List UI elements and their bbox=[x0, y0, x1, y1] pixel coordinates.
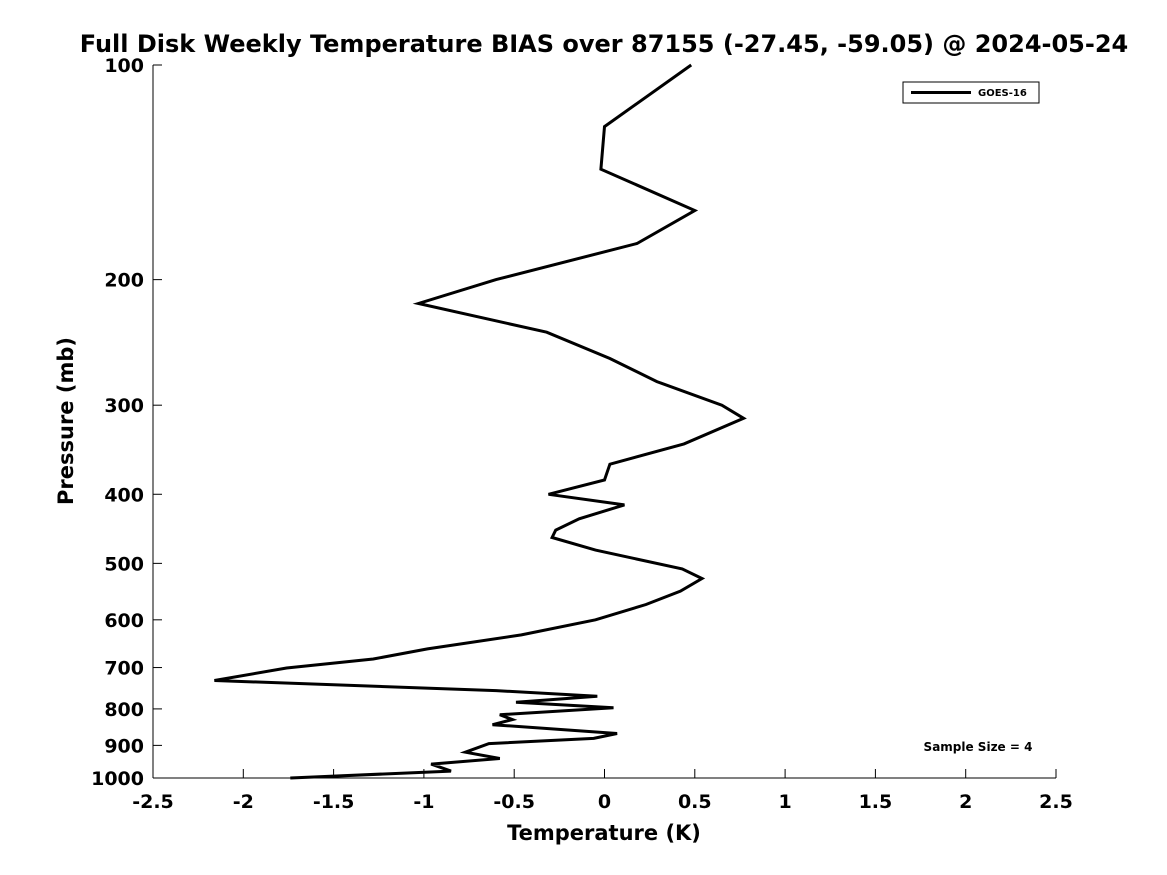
x-axis-label: Temperature (K) bbox=[507, 821, 701, 845]
x-tick-label: -0.5 bbox=[493, 791, 535, 813]
x-tick-label: 2.5 bbox=[1039, 791, 1073, 813]
x-tick-label: 1 bbox=[778, 791, 791, 813]
legend-entry: GOES-16 bbox=[978, 88, 1027, 99]
y-tick-label: 1000 bbox=[91, 768, 144, 790]
y-axis-label: Pressure (mb) bbox=[54, 337, 78, 505]
series-layer bbox=[214, 63, 747, 780]
series-line-goes-16 bbox=[214, 63, 747, 780]
y-tick-label: 900 bbox=[104, 735, 144, 757]
chart-title: Full Disk Weekly Temperature BIAS over 8… bbox=[80, 30, 1128, 58]
y-tick-label: 200 bbox=[104, 270, 144, 292]
x-tick-label: 1.5 bbox=[859, 791, 893, 813]
y-tick-label: 800 bbox=[104, 699, 144, 721]
x-tick-label: 2 bbox=[959, 791, 972, 813]
sample-size-annotation: Sample Size = 4 bbox=[924, 740, 1033, 754]
x-tick-label: -2.5 bbox=[132, 791, 174, 813]
y-tick-label: 300 bbox=[104, 395, 144, 417]
y-tick-label: 100 bbox=[104, 55, 144, 77]
y-tick-label: 400 bbox=[104, 484, 144, 506]
x-axis: -2.5 -2 -1.5 -1 -0.5 0 0.5 1 1.5 2 2.5 bbox=[132, 769, 1073, 813]
x-tick-label: -1 bbox=[413, 791, 434, 813]
x-tick-label: -1.5 bbox=[313, 791, 355, 813]
x-tick-label: -2 bbox=[233, 791, 254, 813]
y-tick-label: 500 bbox=[104, 553, 144, 575]
y-tick-label: 700 bbox=[104, 658, 144, 680]
legend: GOES-16 bbox=[902, 81, 1040, 104]
x-tick-label: 0.5 bbox=[678, 791, 712, 813]
y-axis: 100 200 300 400 500 600 700 800 900 1000 bbox=[91, 55, 162, 790]
x-tick-label: 0 bbox=[598, 791, 611, 813]
y-tick-label: 600 bbox=[104, 610, 144, 632]
